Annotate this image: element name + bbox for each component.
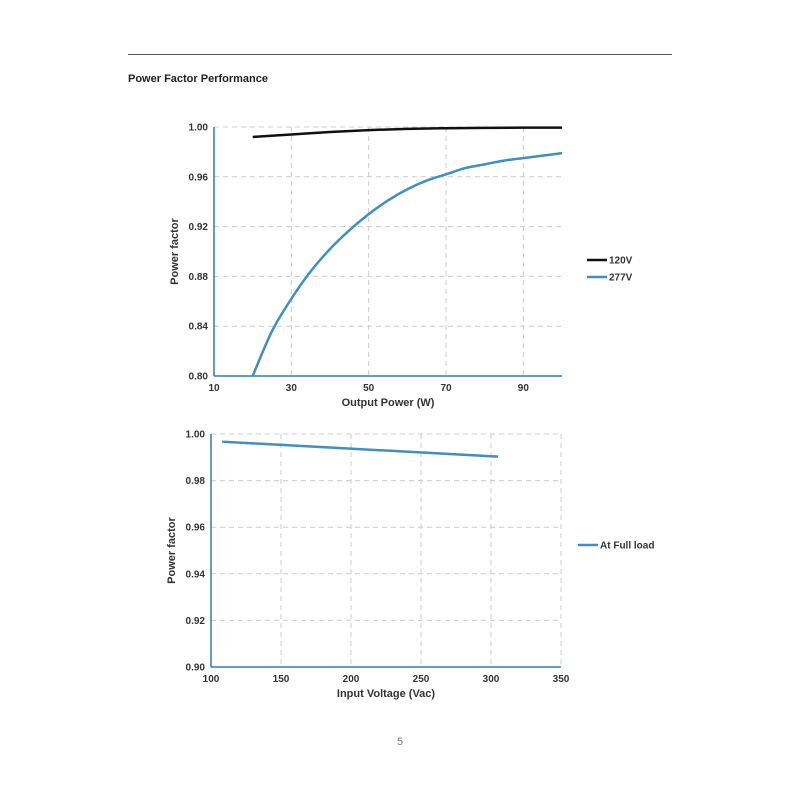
legend-label: At Full load [600,541,654,552]
y-tick-label: 1.00 [189,123,209,134]
y-axis-title: Power factor [166,516,178,583]
x-axis-title: Input Voltage (Vac) [337,688,436,700]
legend-label: 120V [609,256,633,267]
y-tick-label: 0.88 [189,272,209,283]
section-title: Power Factor Performance [128,73,268,85]
y-tick-label: 0.96 [186,523,206,534]
y-tick-label: 0.96 [189,172,209,183]
x-tick-label: 30 [286,383,298,394]
power-factor-vs-output-power-chart: 10 30 50 70 90 0.80 0.84 0.88 0.92 0.96 1.00 Output… [169,123,633,410]
y-tick-label: 1.00 [186,430,206,441]
y-tick-label: 0.90 [186,663,206,674]
x-tick-label: 50 [363,383,375,394]
x-tick-label: 250 [413,674,430,685]
power-factor-vs-input-voltage-chart: 100 150 200 250 300 350 0.90 0.92 0.94 0.96 0.98 1.… [166,430,654,701]
x-tick-label: 10 [208,383,220,394]
y-tick-label: 0.84 [189,322,209,333]
y-tick-label: 0.92 [189,222,209,233]
x-tick-label: 150 [273,674,290,685]
page-number: 5 [396,736,404,748]
series-line-120v [252,126,563,139]
legend-label: 277V [609,273,633,284]
x-tick-label: 100 [203,674,220,685]
y-axis-title: Power factor [169,217,181,284]
x-tick-label: 350 [553,674,570,685]
header-rule [128,54,672,55]
x-tick-label: 300 [483,674,500,685]
y-tick-label: 0.80 [189,372,209,383]
x-tick-label: 90 [518,383,530,394]
y-tick-label: 0.94 [186,569,206,580]
x-tick-label: 70 [440,383,452,394]
series-line-at-full-load [222,440,499,458]
y-tick-label: 0.98 [186,476,206,487]
x-tick-label: 200 [343,674,360,685]
x-axis-title: Output Power (W) [342,397,435,409]
y-tick-label: 0.92 [186,616,206,627]
series-line-277v [251,151,563,377]
